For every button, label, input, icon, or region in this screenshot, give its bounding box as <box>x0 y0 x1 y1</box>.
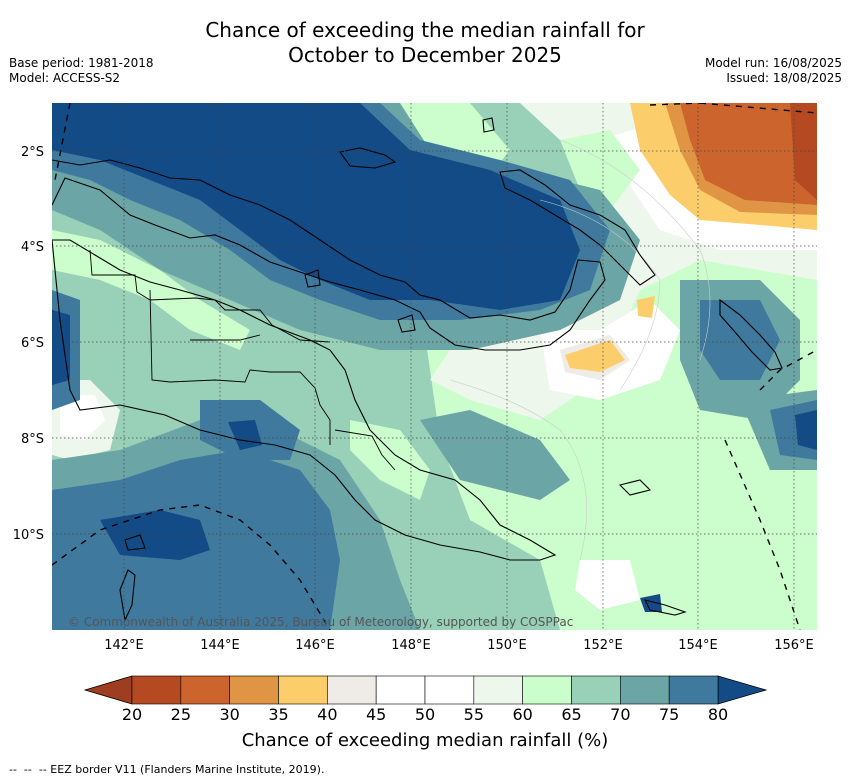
colorbar-tick-label: 55 <box>464 705 484 724</box>
colorbar-ticks: 20 25 30 35 40 45 50 55 60 65 70 75 80 <box>122 705 728 724</box>
title-line-2: October to December 2025 <box>288 43 562 67</box>
colorbar-segment <box>278 675 328 705</box>
colorbar-tick-label: 40 <box>317 705 337 724</box>
lat-label-4s: 4°S <box>21 240 44 255</box>
base-period: Base period: 1981-2018 <box>9 56 154 70</box>
colorbar-tick-label: 35 <box>268 705 288 724</box>
lat-label-6s: 6°S <box>21 336 44 351</box>
colorbar-segment <box>571 675 621 705</box>
colorbar-segment <box>375 675 426 705</box>
lon-label-154e: 154°E <box>678 638 718 653</box>
graticule <box>52 103 817 630</box>
meta-left: Base period: 1981-2018 Model: ACCESS-S2 <box>9 56 154 86</box>
colorbar-segment <box>180 675 230 705</box>
colorbar: 20 25 30 35 40 45 50 55 60 65 70 75 80 <box>83 675 768 724</box>
colorbar-low-extension <box>83 675 133 705</box>
lon-label-146e: 146°E <box>295 638 335 653</box>
colorbar-tick-label: 75 <box>659 705 679 724</box>
lon-label-156e: 156°E <box>774 638 814 653</box>
colorbar-title: Chance of exceeding median rainfall (%) <box>241 730 609 751</box>
lon-label-142e: 142°E <box>104 638 144 653</box>
lat-label-8s: 8°S <box>21 432 44 447</box>
probability-field: © Commonwealth of Australia 2025, Bureau… <box>52 103 817 630</box>
lon-label-144e: 144°E <box>200 638 240 653</box>
latitude-labels: 2°S 4°S 6°S 8°S 10°S <box>13 145 44 543</box>
colorbar-segments <box>131 675 719 705</box>
borders <box>89 249 396 471</box>
lon-label-150e: 150°E <box>487 638 527 653</box>
colorbar-tick-label: 20 <box>122 705 142 724</box>
colorbar-tick-label: 50 <box>415 705 435 724</box>
model-name: Model: ACCESS-S2 <box>9 71 121 85</box>
colorbar-high-extension <box>717 675 768 705</box>
colorbar-tick-label: 65 <box>561 705 581 724</box>
colorbar-tick-label: 25 <box>171 705 191 724</box>
colorbar-segment <box>424 675 475 705</box>
colorbar-tick-label: 80 <box>708 705 728 724</box>
colorbar-segment <box>620 675 670 705</box>
credit-text: © Commonwealth of Australia 2025, Bureau… <box>68 615 573 629</box>
issued-date: Issued: 18/08/2025 <box>726 71 842 85</box>
title-line-1: Chance of exceeding the median rainfall … <box>205 18 645 42</box>
colorbar-segment <box>473 675 523 705</box>
colorbar-segment <box>668 675 719 705</box>
lat-label-10s: 10°S <box>13 528 44 543</box>
colorbar-segment <box>522 675 572 705</box>
colorbar-tick-label: 45 <box>366 705 386 724</box>
colorbar-segment <box>131 675 182 705</box>
colorbar-segment <box>327 675 377 705</box>
colorbar-tick-label: 30 <box>219 705 239 724</box>
coastline <box>52 117 783 622</box>
colorbar-tick-label: 70 <box>610 705 630 724</box>
longitude-labels: 142°E 144°E 146°E 148°E 150°E 152°E 154°… <box>104 638 814 653</box>
lon-label-152e: 152°E <box>583 638 623 653</box>
eez-legend-note: -- -- -- EEZ border V11 (Flanders Marine… <box>9 763 325 776</box>
meta-right: Model run: 16/08/2025 Issued: 18/08/2025 <box>705 56 842 86</box>
model-run: Model run: 16/08/2025 <box>704 56 842 70</box>
colorbar-segment <box>229 675 279 705</box>
map-title: Chance of exceeding the median rainfall … <box>0 18 850 68</box>
lat-label-2s: 2°S <box>21 145 44 160</box>
lon-label-148e: 148°E <box>391 638 431 653</box>
colorbar-tick-label: 60 <box>512 705 532 724</box>
